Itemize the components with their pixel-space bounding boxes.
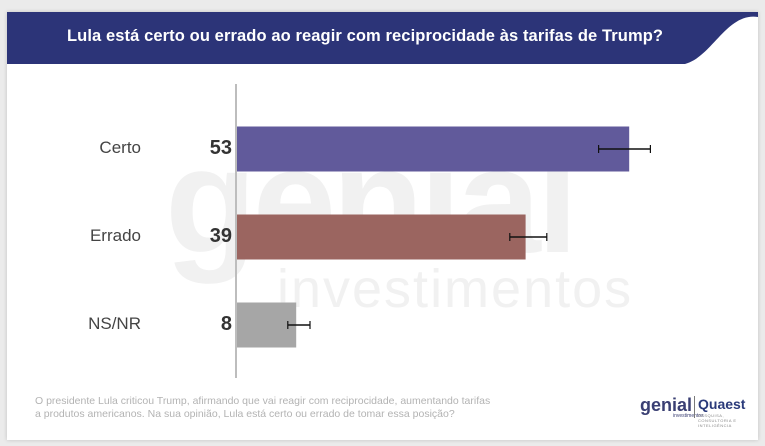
chart-title: Lula está certo ou errado ao reagir com … <box>67 27 664 45</box>
bar-plot <box>235 84 652 378</box>
banner-shape <box>7 12 758 64</box>
value-label-ns-nr: 8 <box>220 313 232 335</box>
bar-ns-nr <box>237 302 297 348</box>
footnote-line-1: O presidente Lula criticou Trump, afirma… <box>35 395 491 407</box>
bar-errado <box>237 214 526 260</box>
category-label-certo: Certo <box>99 138 141 157</box>
value-label-errado: 39 <box>209 225 232 247</box>
quaest-logo: Quaest <box>698 396 746 412</box>
category-label-ns-nr: NS/NR <box>88 314 141 333</box>
logo-separator <box>694 396 695 418</box>
value-label-certo: 53 <box>209 137 232 159</box>
genial-logo: genial <box>640 395 693 415</box>
question-footnote: O presidente Lula criticou Trump, afirma… <box>35 395 595 421</box>
category-label-errado: Errado <box>89 226 141 245</box>
footnote-line-2: a produtos americanos. Na sua opinião, L… <box>35 408 455 420</box>
bar-certo <box>237 126 630 172</box>
chart-card: Lula está certo ou errado ao reagir com … <box>7 12 758 440</box>
quaest-logo-sub: PESQUISA, CONSULTORIA E INTELIGÊNCIA <box>698 413 737 428</box>
genial-logo-sub: investimentos <box>673 413 704 419</box>
title-banner: Lula está certo ou errado ao reagir com … <box>7 12 758 64</box>
